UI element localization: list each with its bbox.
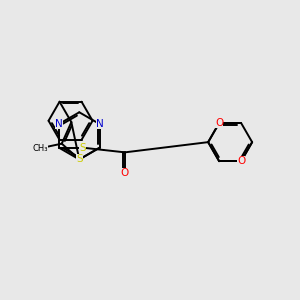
Text: O: O (237, 156, 245, 166)
Text: O: O (215, 118, 223, 128)
Text: N: N (55, 119, 63, 129)
Text: N: N (96, 119, 104, 129)
Text: O: O (121, 168, 129, 178)
Text: S: S (76, 154, 83, 164)
Text: S: S (79, 142, 86, 153)
Text: CH₃: CH₃ (32, 144, 48, 153)
